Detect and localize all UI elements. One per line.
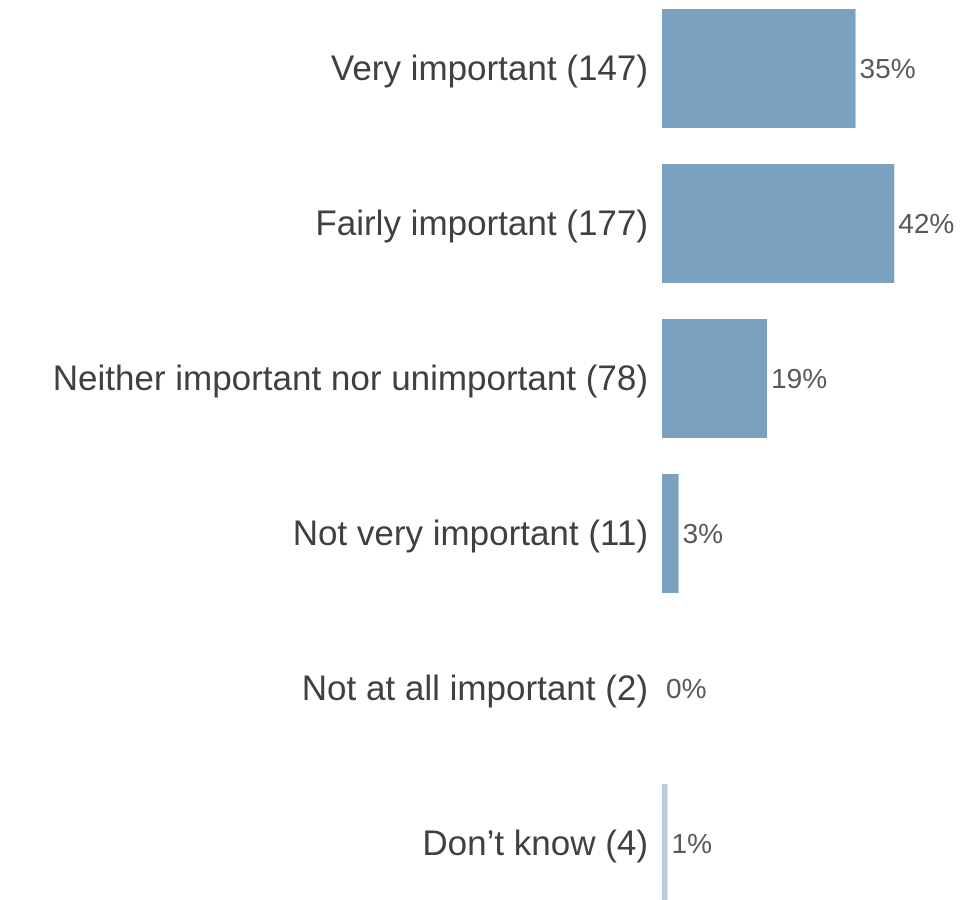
value-label-1: 42% bbox=[898, 208, 954, 239]
bar-3 bbox=[662, 474, 679, 593]
value-label-5: 1% bbox=[672, 828, 712, 859]
category-label-3: Not very important (11) bbox=[293, 514, 648, 553]
category-label-1: Fairly important (177) bbox=[315, 204, 648, 243]
value-label-2: 19% bbox=[771, 363, 827, 394]
bar-2 bbox=[662, 319, 768, 438]
bar-1 bbox=[662, 164, 895, 283]
bar-5 bbox=[662, 784, 668, 900]
value-label-3: 3% bbox=[683, 518, 723, 549]
value-label-4: 0% bbox=[666, 673, 706, 704]
category-label-4: Not at all important (2) bbox=[302, 669, 648, 708]
category-label-0: Very important (147) bbox=[331, 49, 648, 88]
category-labels-group: Very important (147) Fairly important (17… bbox=[53, 49, 648, 863]
value-labels-group: 35% 42% 19% 3% 0% 1% bbox=[666, 53, 954, 859]
bars-group bbox=[662, 9, 895, 900]
value-label-0: 35% bbox=[860, 53, 916, 84]
category-label-2: Neither important nor unimportant (78) bbox=[53, 359, 648, 398]
bar-0 bbox=[662, 9, 856, 128]
category-label-5: Don’t know (4) bbox=[422, 824, 648, 863]
